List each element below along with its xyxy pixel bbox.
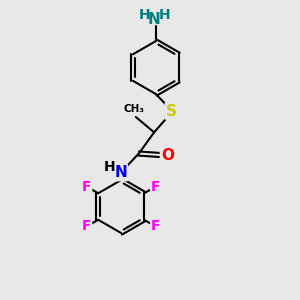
Text: F: F (82, 180, 92, 194)
Text: CH₃: CH₃ (124, 104, 145, 114)
Text: H: H (139, 8, 151, 22)
Text: H: H (103, 160, 115, 174)
Text: N: N (114, 165, 127, 180)
Text: N: N (148, 12, 161, 27)
Text: F: F (151, 219, 160, 233)
Text: O: O (161, 148, 174, 163)
Text: F: F (82, 219, 92, 233)
Text: S: S (166, 103, 177, 118)
Text: H: H (158, 8, 170, 22)
Text: F: F (151, 180, 160, 194)
